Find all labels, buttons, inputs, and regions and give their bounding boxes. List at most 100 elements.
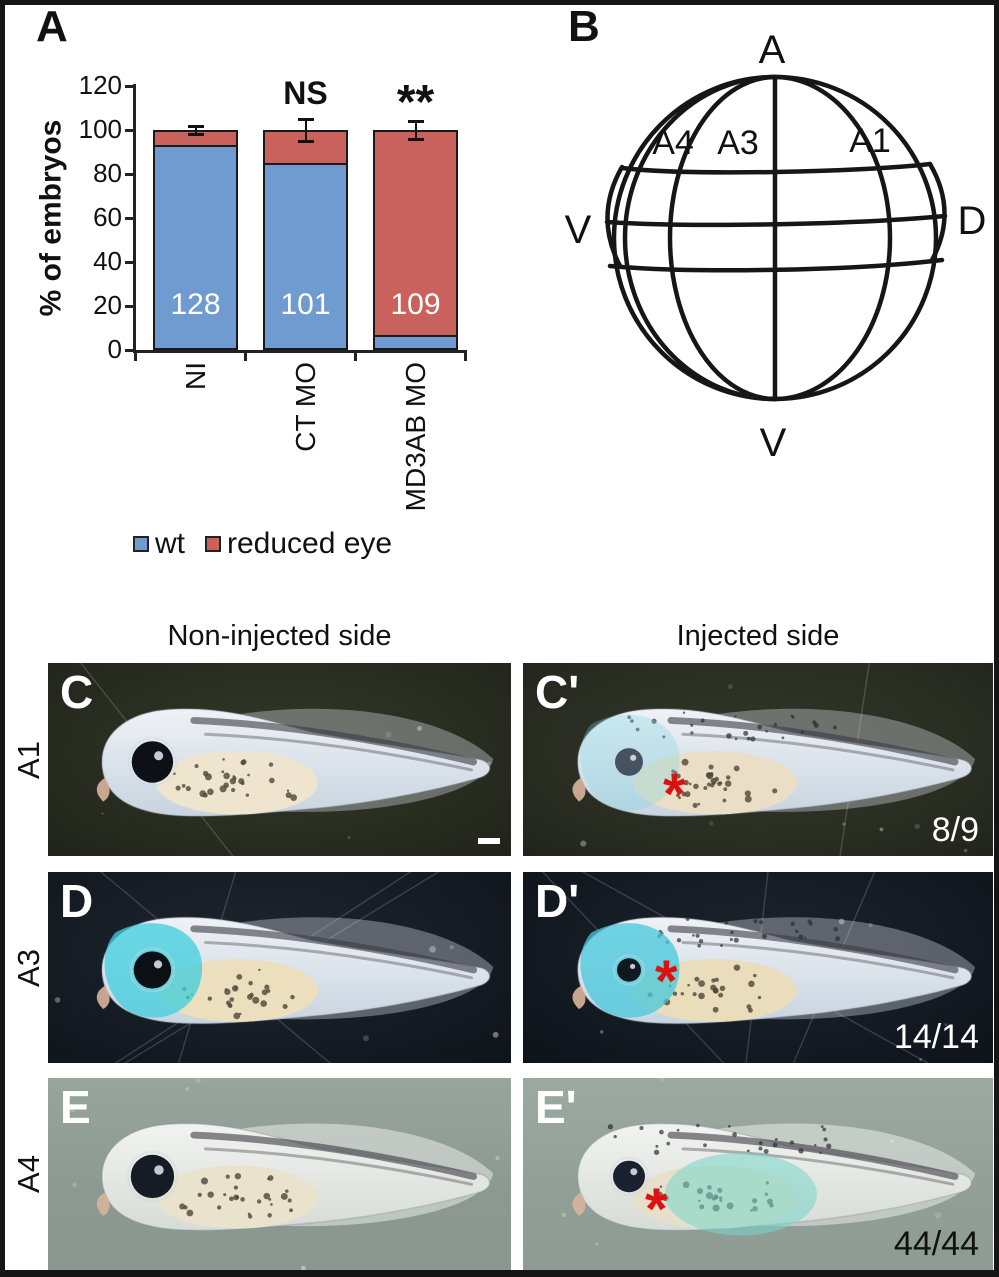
photo-panel-d-prime: D' * 14/14 — [523, 872, 993, 1063]
tadpole-photo-illustration — [572, 663, 975, 856]
right-tier-bulge — [927, 161, 947, 263]
legend-item-wt: wt — [133, 527, 185, 561]
bar-ct-mo — [263, 130, 348, 350]
latitude-1 — [619, 161, 933, 175]
error-bar-cap — [187, 133, 204, 137]
x-axis-line — [133, 350, 467, 353]
y-tick — [125, 349, 134, 352]
bar-count-label: 128 — [170, 288, 221, 321]
label-animal-pole: A — [759, 28, 786, 72]
figure-border-right — [994, 0, 999, 1277]
bar-ni — [153, 130, 238, 350]
stacked-bar-chart: 0 20 40 60 80 100 120 128 NI 101 NS CT MO 109 ** MD3AB… — [0, 0, 560, 600]
legend-swatch-wt — [133, 536, 149, 552]
error-bar-line — [194, 125, 197, 135]
left-tier-bulge — [605, 164, 625, 269]
y-tick — [125, 85, 134, 88]
red-asterisk: * — [663, 762, 686, 827]
figure-border-left — [0, 0, 5, 1277]
figure-border-bottom — [0, 1270, 999, 1277]
bar-count-label: 109 — [390, 288, 441, 321]
y-tick — [125, 261, 134, 264]
meridian-left-1 — [667, 74, 778, 402]
chart-legend: wt reduced eye — [133, 527, 392, 561]
red-asterisk: * — [655, 949, 678, 1014]
photo-panel-c: C — [48, 663, 511, 856]
photo-count-e-prime: 44/44 — [893, 1225, 979, 1263]
label-blastomere-a3: A3 — [717, 124, 759, 162]
photo-panel-e: E — [48, 1078, 511, 1270]
scale-bar — [478, 838, 500, 844]
error-bar-cap — [407, 120, 424, 124]
y-tick-label: 80 — [93, 158, 122, 188]
photo-letter-c: C — [60, 666, 94, 718]
photo-count-c-prime: 8/9 — [931, 811, 979, 849]
label-vegetal-pole: V — [760, 421, 787, 463]
y-tick — [125, 217, 134, 220]
meridian-right-1 — [772, 74, 893, 402]
label-blastomere-a4: A4 — [652, 124, 694, 162]
column-header-non-injected: Non-injected side — [167, 620, 392, 652]
significance-annotation: NS — [283, 75, 328, 111]
column-header-injected: Injected side — [676, 620, 840, 652]
embryo-fate-map-diagram: A V V D A4 A3 A1 — [565, 28, 987, 463]
photo-letter-e-prime: E' — [535, 1081, 577, 1133]
tadpole-photo-illustration — [561, 1078, 975, 1253]
label-blastomere-a1: A1 — [849, 122, 891, 160]
y-tick-label: 20 — [93, 290, 122, 320]
error-bar-line — [304, 119, 307, 141]
latitude-3 — [607, 257, 945, 273]
tadpole-photo-illustration — [69, 1078, 500, 1270]
x-tick — [134, 352, 137, 361]
panel-a-label: A — [36, 2, 68, 51]
row-label-a3: A3 — [10, 948, 46, 987]
latitude-2 — [604, 213, 948, 228]
meridian-left-2 — [622, 74, 778, 402]
significance-annotation: ** — [396, 76, 435, 130]
y-tick-label: 40 — [93, 246, 122, 276]
row-label-a1: A1 — [10, 740, 46, 779]
bar-md3ab-mo — [373, 130, 458, 350]
photo-panel-d: D — [48, 872, 511, 1063]
error-bar-cap — [297, 118, 314, 121]
legend-label-wt: wt — [155, 527, 185, 560]
x-tick — [244, 352, 247, 361]
tadpole-photo-illustration — [54, 872, 499, 1063]
bar-segment-reduced-eye — [375, 132, 456, 337]
x-tick — [354, 352, 357, 361]
photo-count-d-prime: 14/14 — [893, 1018, 979, 1056]
row-label-a4: A4 — [10, 1155, 46, 1193]
photo-letter-c-prime: C' — [535, 666, 580, 718]
panel-b-label: B — [568, 2, 600, 51]
tadpole-photo-illustration — [79, 663, 494, 856]
error-bar-line — [414, 121, 417, 139]
y-tick-label: 100 — [78, 114, 122, 144]
legend-swatch-reduced-eye — [205, 536, 221, 552]
error-bar-cap — [297, 140, 314, 143]
y-axis-line — [133, 84, 136, 352]
label-ventral-side: V — [565, 208, 592, 252]
y-tick — [125, 305, 134, 308]
photo-panel-c-prime: C' * 8/9 — [523, 663, 993, 856]
figure-border-top — [0, 0, 999, 5]
y-tick — [125, 129, 134, 132]
bar-count-label: 101 — [280, 288, 331, 321]
error-bar-cap — [407, 137, 424, 141]
photo-letter-d-prime: D' — [535, 875, 580, 927]
legend-item-reduced-eye: reduced eye — [205, 527, 392, 561]
red-asterisk: * — [645, 1177, 668, 1242]
legend-label-reduced-eye: reduced eye — [227, 527, 393, 560]
y-tick-label: 120 — [78, 70, 122, 100]
photo-letter-e: E — [60, 1081, 91, 1133]
photo-letter-d: D — [60, 875, 94, 927]
bar-segment-reduced-eye — [155, 132, 236, 148]
y-tick — [125, 173, 134, 176]
x-tick — [464, 352, 467, 361]
error-bar-cap — [187, 124, 204, 128]
y-tick-label: 60 — [93, 202, 122, 232]
y-tick-label: 0 — [107, 334, 122, 364]
label-dorsal-side: D — [958, 199, 987, 243]
photo-panel-e-prime: E' * 44/44 — [523, 1078, 993, 1270]
tadpole-photo-illustration — [541, 872, 975, 1063]
